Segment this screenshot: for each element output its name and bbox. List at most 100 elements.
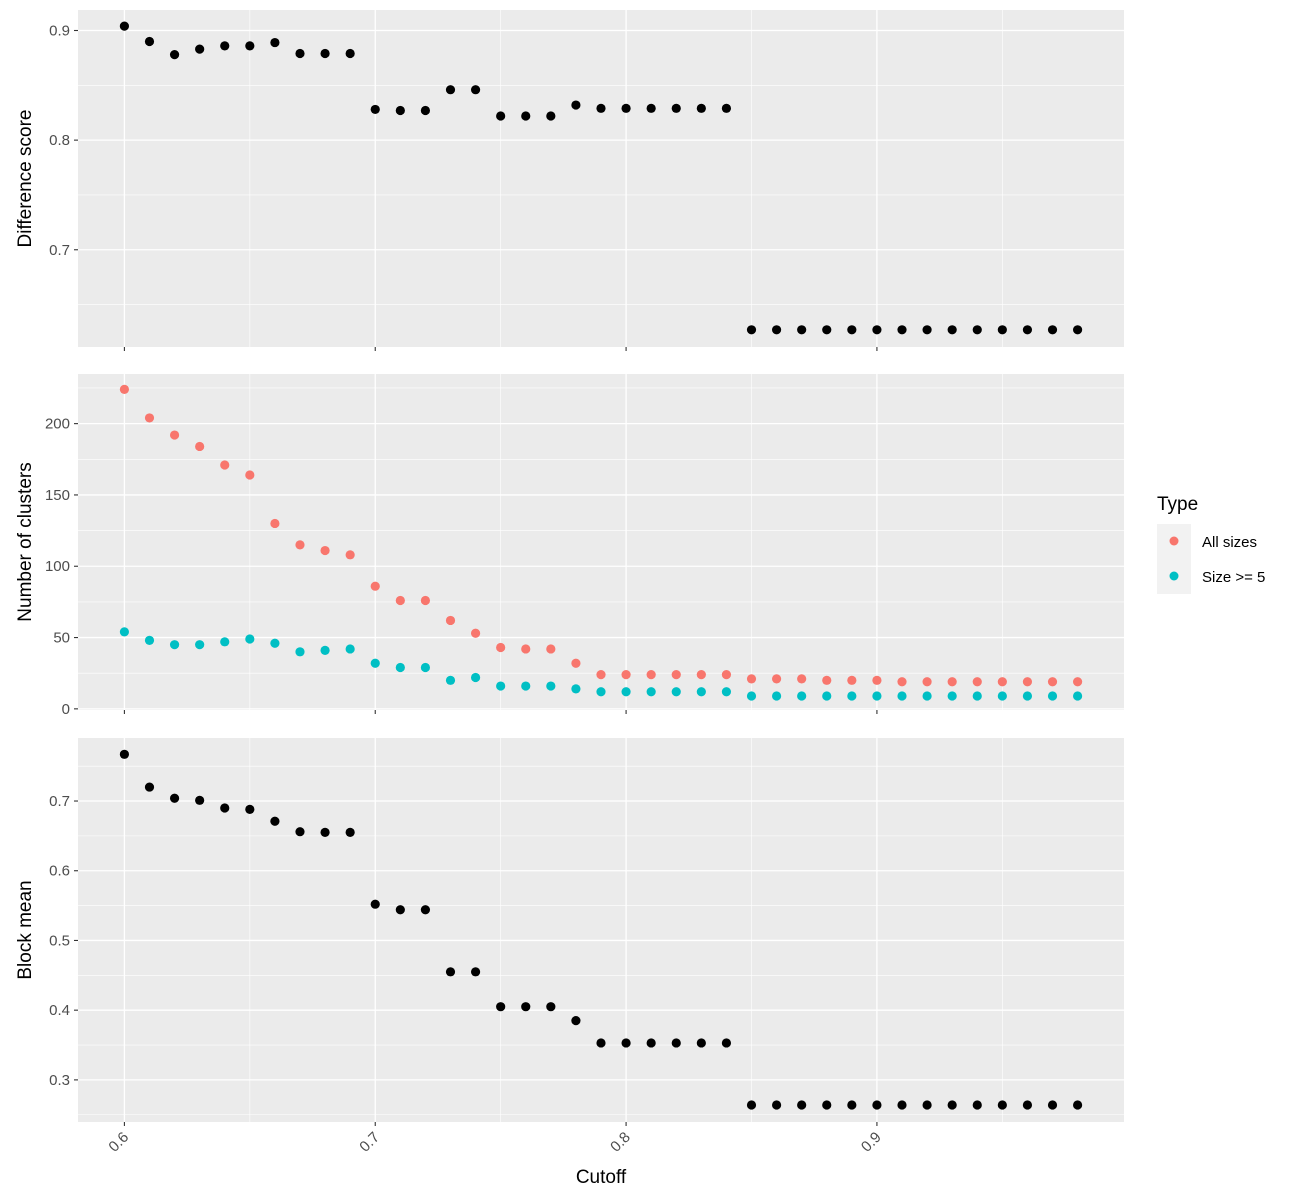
data-point [144, 413, 155, 423]
data-point [1072, 677, 1083, 687]
legend-key-size-ge-5 [1169, 571, 1179, 581]
data-point [696, 103, 706, 113]
panel-difference-score: 0.7 0.8 0.9 Difference score [15, 10, 1124, 351]
data-point [922, 691, 932, 701]
y-tick-label: 0.5 [49, 932, 70, 949]
data-point [195, 441, 205, 452]
data-point [671, 670, 681, 680]
data-point [721, 687, 732, 697]
data-point [922, 325, 932, 335]
data-point [1022, 691, 1033, 701]
data-point [169, 640, 180, 650]
data-point [696, 687, 706, 697]
data-point [420, 662, 431, 673]
data-point [395, 905, 405, 915]
data-point [696, 1038, 706, 1048]
data-point [972, 325, 982, 335]
data-point [746, 691, 757, 701]
x-tick-label: 0.7 [356, 1129, 383, 1156]
data-point [621, 670, 631, 680]
data-point [746, 1100, 757, 1110]
data-point [721, 103, 732, 113]
x-tick-label: 0.8 [607, 1129, 634, 1156]
data-point [1072, 325, 1083, 335]
y-tick-label: 0.7 [49, 793, 70, 810]
data-point [169, 50, 180, 60]
x-axis-title: Cutoff [576, 1167, 627, 1188]
y-tick-label: 0.8 [49, 132, 70, 149]
data-point [295, 540, 305, 550]
data-point [847, 691, 857, 701]
data-point [671, 687, 681, 697]
data-point [270, 518, 280, 529]
data-point [370, 581, 380, 591]
data-point [546, 111, 556, 121]
data-point [596, 103, 606, 113]
data-point [445, 85, 456, 95]
y-tick-label: 0.7 [49, 242, 70, 259]
data-point [496, 1002, 506, 1012]
data-point [897, 677, 907, 687]
data-point [546, 644, 556, 654]
data-point [496, 111, 506, 121]
data-point [144, 635, 155, 646]
data-point [521, 111, 531, 121]
y-axis-title-number-of-clusters: Number of clusters [15, 462, 36, 621]
legend-label-all-sizes: All sizes [1202, 534, 1257, 551]
y-tick-label: 0 [62, 701, 70, 718]
data-point [972, 1100, 982, 1110]
data-point [546, 681, 556, 691]
data-point [822, 325, 832, 335]
data-point [1047, 1100, 1058, 1110]
data-point [997, 677, 1007, 687]
data-point [872, 675, 882, 685]
data-point [345, 550, 355, 560]
panels-layer: 0.7 0.8 0.9 Difference score 0 50 100 150 200 Num… [15, 10, 1124, 1126]
data-point [320, 645, 330, 655]
data-point [445, 675, 456, 685]
panel-background [78, 10, 1124, 347]
data-point [270, 816, 280, 826]
data-point [445, 615, 456, 626]
data-point [646, 103, 656, 113]
legend-key-all-sizes [1169, 536, 1179, 546]
data-point [370, 899, 380, 909]
data-point [696, 670, 706, 680]
legend-key-background [1157, 524, 1191, 594]
data-point [521, 644, 531, 654]
data-point [897, 1100, 907, 1110]
data-point [1047, 325, 1058, 335]
data-point [245, 41, 255, 51]
data-point [897, 325, 907, 335]
data-point [997, 1100, 1007, 1110]
data-point [721, 1038, 732, 1048]
data-point [144, 36, 155, 47]
data-point [295, 647, 305, 657]
panel-block-mean: 0.3 0.4 0.5 0.6 0.7 Block mean [15, 738, 1124, 1126]
data-point [997, 691, 1007, 701]
data-point [245, 634, 255, 644]
data-point [521, 681, 531, 691]
data-point [746, 325, 757, 335]
data-point [621, 1038, 631, 1048]
data-point [370, 658, 380, 668]
data-point [496, 681, 506, 691]
data-point [345, 48, 355, 59]
data-point [922, 677, 932, 687]
data-point [972, 691, 982, 701]
data-point [119, 21, 130, 31]
data-point [1072, 691, 1083, 701]
data-point [797, 325, 807, 335]
data-point [345, 827, 355, 837]
data-point [847, 675, 857, 685]
x-axis: 0.6 0.7 0.8 0.9 [105, 1129, 884, 1156]
data-point [596, 670, 606, 680]
panel-background [78, 738, 1124, 1122]
data-point [1022, 325, 1033, 335]
data-point [797, 691, 807, 701]
data-point [1047, 691, 1058, 701]
data-point [1022, 677, 1033, 687]
data-point [771, 674, 782, 684]
data-point [144, 782, 155, 792]
data-point [847, 1100, 857, 1110]
